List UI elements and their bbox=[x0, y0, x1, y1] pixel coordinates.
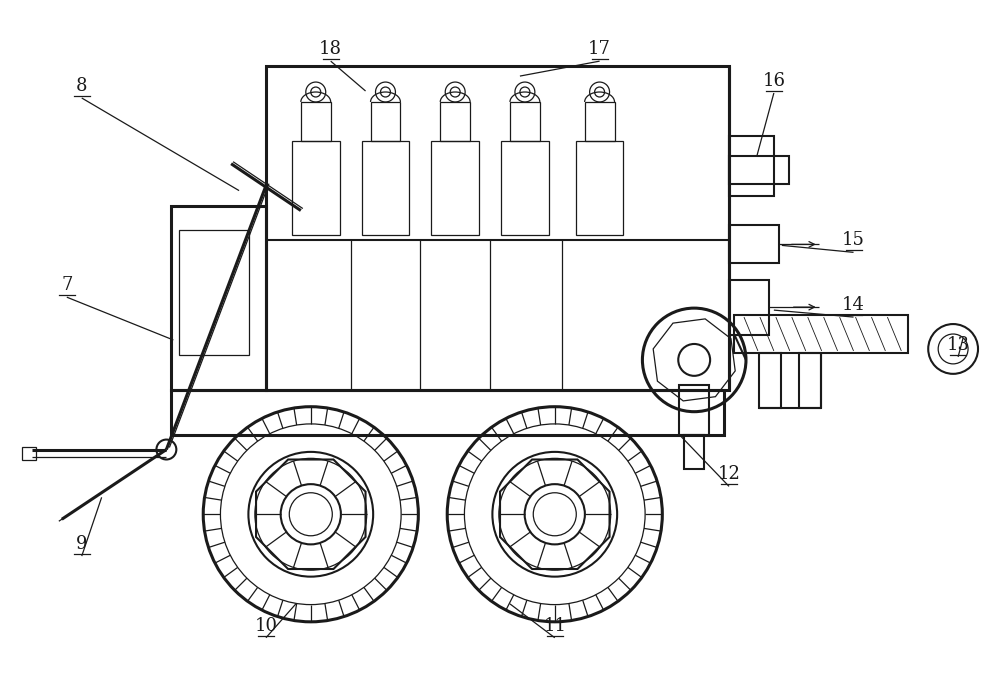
Bar bbox=[679, 385, 709, 435]
Text: 8: 8 bbox=[76, 77, 87, 95]
Bar bbox=[292, 141, 340, 236]
Text: 17: 17 bbox=[588, 40, 611, 58]
Bar bbox=[729, 280, 769, 335]
Bar bbox=[501, 141, 549, 236]
Bar bbox=[759, 353, 781, 408]
Bar bbox=[171, 390, 724, 435]
Bar bbox=[266, 66, 729, 390]
Bar bbox=[510, 102, 540, 141]
Bar bbox=[684, 435, 704, 470]
Bar bbox=[440, 102, 470, 141]
Bar bbox=[362, 141, 409, 236]
Text: 15: 15 bbox=[842, 232, 865, 250]
Text: 16: 16 bbox=[762, 72, 785, 90]
Text: 12: 12 bbox=[718, 466, 740, 483]
Text: 9: 9 bbox=[76, 535, 87, 553]
Bar bbox=[734, 315, 908, 353]
Text: 11: 11 bbox=[543, 616, 566, 635]
Bar bbox=[371, 102, 400, 141]
Bar bbox=[585, 102, 615, 141]
Bar bbox=[729, 155, 789, 184]
Bar bbox=[729, 225, 779, 263]
Bar bbox=[171, 205, 266, 390]
Text: 7: 7 bbox=[61, 276, 72, 294]
Circle shape bbox=[156, 439, 176, 460]
Bar bbox=[799, 353, 821, 408]
Text: 14: 14 bbox=[842, 296, 865, 314]
Bar bbox=[301, 102, 331, 141]
Text: 10: 10 bbox=[254, 616, 277, 635]
Text: 18: 18 bbox=[319, 40, 342, 58]
Bar bbox=[729, 136, 774, 196]
Text: 13: 13 bbox=[947, 336, 970, 354]
Bar bbox=[22, 447, 36, 460]
Bar bbox=[576, 141, 623, 236]
Bar bbox=[431, 141, 479, 236]
Bar bbox=[179, 230, 249, 355]
